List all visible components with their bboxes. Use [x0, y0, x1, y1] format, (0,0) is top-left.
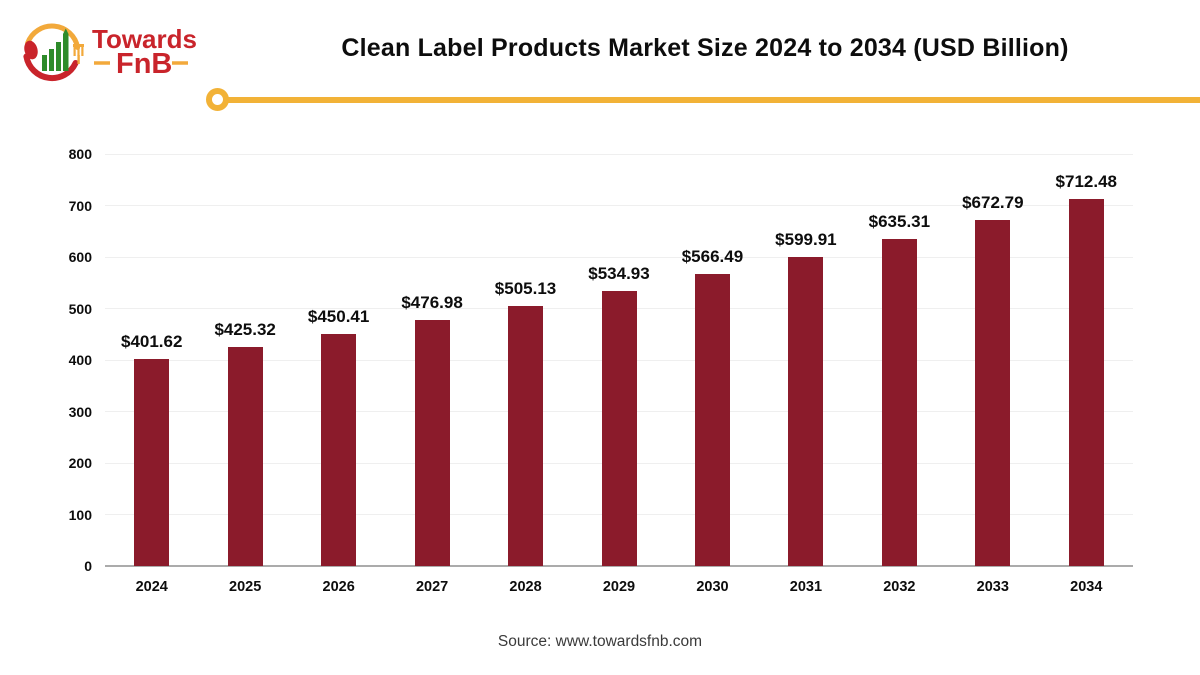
- y-tick-label-400: 400: [68, 352, 92, 368]
- value-label-2027: $476.98: [401, 293, 463, 313]
- bar-2034: [1068, 199, 1104, 566]
- bar-2028: [508, 305, 544, 566]
- growth-bars-icon: [42, 28, 69, 71]
- x-tick-label-2026: 2026: [322, 579, 355, 595]
- logo-brand-bottom: FnB: [116, 48, 172, 80]
- logo-circle-icon: [23, 23, 84, 82]
- y-tick-label-100: 100: [68, 506, 92, 523]
- x-tick-label-2034: 2034: [1070, 579, 1103, 595]
- value-label-2030: $566.49: [681, 247, 744, 267]
- y-tick-label-0: 0: [84, 558, 92, 574]
- x-axis-line: [105, 565, 1133, 567]
- gridline-800: [105, 153, 1133, 155]
- bar-2032: [881, 238, 917, 566]
- x-tick-label-2029: 2029: [602, 579, 636, 595]
- value-label-2026: $450.41: [307, 307, 370, 327]
- x-tick-label-2027: 2027: [415, 579, 449, 595]
- gridline-600: [105, 256, 1133, 258]
- spoon-icon: [24, 40, 38, 60]
- x-tick-label-2031: 2031: [789, 579, 823, 595]
- bar-2031: [788, 257, 824, 566]
- divider-ring-icon: [206, 88, 229, 111]
- logo-brand-top: Towards: [92, 24, 197, 54]
- bar-2033: [975, 219, 1011, 566]
- chart-title: Clean Label Products Market Size 2024 to…: [341, 34, 1069, 62]
- y-tick-label-700: 700: [68, 197, 92, 214]
- logo-yellow-arc: [25, 23, 81, 50]
- x-tick-label-2028: 2028: [509, 579, 542, 595]
- value-label-2025: $425.32: [214, 319, 276, 339]
- x-tick-label-2025: 2025: [229, 579, 262, 595]
- bar-2029: [601, 290, 637, 566]
- y-tick-label-200: 200: [68, 455, 92, 471]
- value-label-2031: $599.91: [775, 230, 837, 250]
- bar-2027: [414, 320, 450, 566]
- y-tick-label-300: 300: [68, 403, 92, 420]
- towards-fnb-logo: Towards FnB: [23, 23, 197, 82]
- y-tick-label-800: 800: [68, 146, 92, 162]
- value-label-2024: $401.62: [120, 332, 183, 352]
- gridline-700: [105, 205, 1133, 206]
- bar-2024: [134, 359, 170, 566]
- fork-icon: [73, 44, 84, 64]
- x-tick-label-2033: 2033: [976, 579, 1009, 595]
- x-tick-label-2024: 2024: [135, 579, 168, 595]
- bar-2026: [321, 334, 357, 566]
- value-label-2034: $712.48: [1055, 172, 1117, 192]
- value-label-2033: $672.79: [962, 192, 1024, 212]
- x-tick-label-2032: 2032: [883, 579, 916, 595]
- bar-2025: [227, 346, 263, 566]
- source-text: Source: www.towardsfnb.com: [497, 633, 703, 650]
- x-tick-label-2030: 2030: [696, 579, 729, 595]
- divider-line: [228, 97, 1200, 103]
- y-tick-label-500: 500: [68, 300, 92, 317]
- value-label-2028: $505.13: [494, 278, 557, 298]
- value-label-2029: $534.93: [588, 263, 650, 283]
- bar-2030: [694, 274, 730, 566]
- value-label-2032: $635.31: [868, 211, 931, 231]
- logo-red-arc: [23, 53, 79, 82]
- y-tick-label-600: 600: [68, 249, 92, 265]
